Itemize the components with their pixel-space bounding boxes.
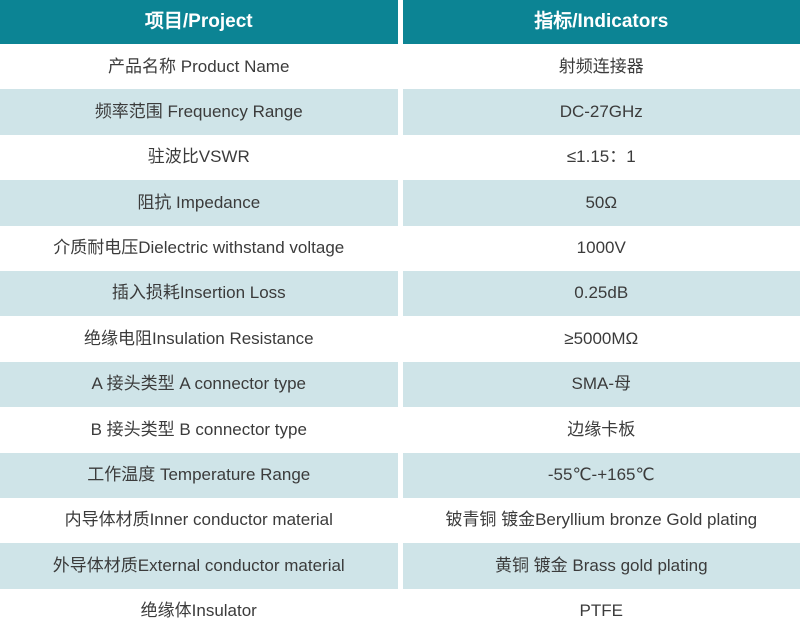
table-row: 工作温度 Temperature Range -55℃-+165℃	[0, 452, 800, 498]
table-row: 驻波比VSWR ≤1.15：1	[0, 134, 800, 181]
indicator-cell: 50Ω	[402, 180, 800, 226]
indicator-cell: ≥5000MΩ	[402, 316, 800, 362]
table-row: A 接头类型 A connector type SMA-母	[0, 361, 800, 408]
indicator-cell: PTFE	[402, 588, 800, 634]
project-cell: B 接头类型 B connector type	[0, 407, 398, 453]
indicator-cell: 黄铜 镀金 Brass gold plating	[402, 543, 800, 589]
indicator-cell: DC-27GHz	[402, 89, 800, 135]
project-cell: A 接头类型 A connector type	[0, 361, 398, 408]
table-row: 绝缘电阻Insulation Resistance ≥5000MΩ	[0, 316, 800, 362]
table-row: 绝缘体Insulator PTFE	[0, 588, 800, 634]
indicator-cell: 射频连接器	[402, 44, 800, 90]
project-cell: 产品名称 Product Name	[0, 44, 398, 90]
project-cell: 内导体材质Inner conductor material	[0, 497, 398, 544]
indicator-cell: 边缘卡板	[402, 407, 800, 453]
project-cell: 工作温度 Temperature Range	[0, 452, 398, 498]
table-row: 外导体材质External conductor material 黄铜 镀金 B…	[0, 543, 800, 589]
header-cell-project: 项目/Project	[0, 0, 398, 44]
table-row: B 接头类型 B connector type 边缘卡板	[0, 407, 800, 453]
table-header-row: 项目/Project 指标/Indicators	[0, 0, 800, 44]
table-row: 介质耐电压Dielectric withstand voltage 1000V	[0, 225, 800, 271]
header-cell-indicators: 指标/Indicators	[402, 0, 800, 44]
indicator-cell: ≤1.15：1	[402, 134, 800, 181]
table-row: 插入损耗Insertion Loss 0.25dB	[0, 270, 800, 317]
project-cell: 绝缘电阻Insulation Resistance	[0, 316, 398, 362]
indicator-cell: 0.25dB	[402, 270, 800, 317]
project-cell: 外导体材质External conductor material	[0, 543, 398, 589]
project-cell: 驻波比VSWR	[0, 134, 398, 181]
project-cell: 插入损耗Insertion Loss	[0, 270, 398, 317]
indicator-cell: 1000V	[402, 225, 800, 271]
project-cell: 绝缘体Insulator	[0, 588, 398, 634]
table-row: 阻抗 Impedance 50Ω	[0, 180, 800, 226]
project-cell: 阻抗 Impedance	[0, 180, 398, 226]
indicator-cell: SMA-母	[402, 361, 800, 408]
table-row: 产品名称 Product Name 射频连接器	[0, 44, 800, 90]
table-row: 内导体材质Inner conductor material 铍青铜 镀金Bery…	[0, 497, 800, 544]
indicator-cell: 铍青铜 镀金Beryllium bronze Gold plating	[402, 497, 800, 544]
project-cell: 频率范围 Frequency Range	[0, 89, 398, 135]
indicator-cell: -55℃-+165℃	[402, 452, 800, 498]
project-cell: 介质耐电压Dielectric withstand voltage	[0, 225, 398, 271]
table-row: 频率范围 Frequency Range DC-27GHz	[0, 89, 800, 135]
